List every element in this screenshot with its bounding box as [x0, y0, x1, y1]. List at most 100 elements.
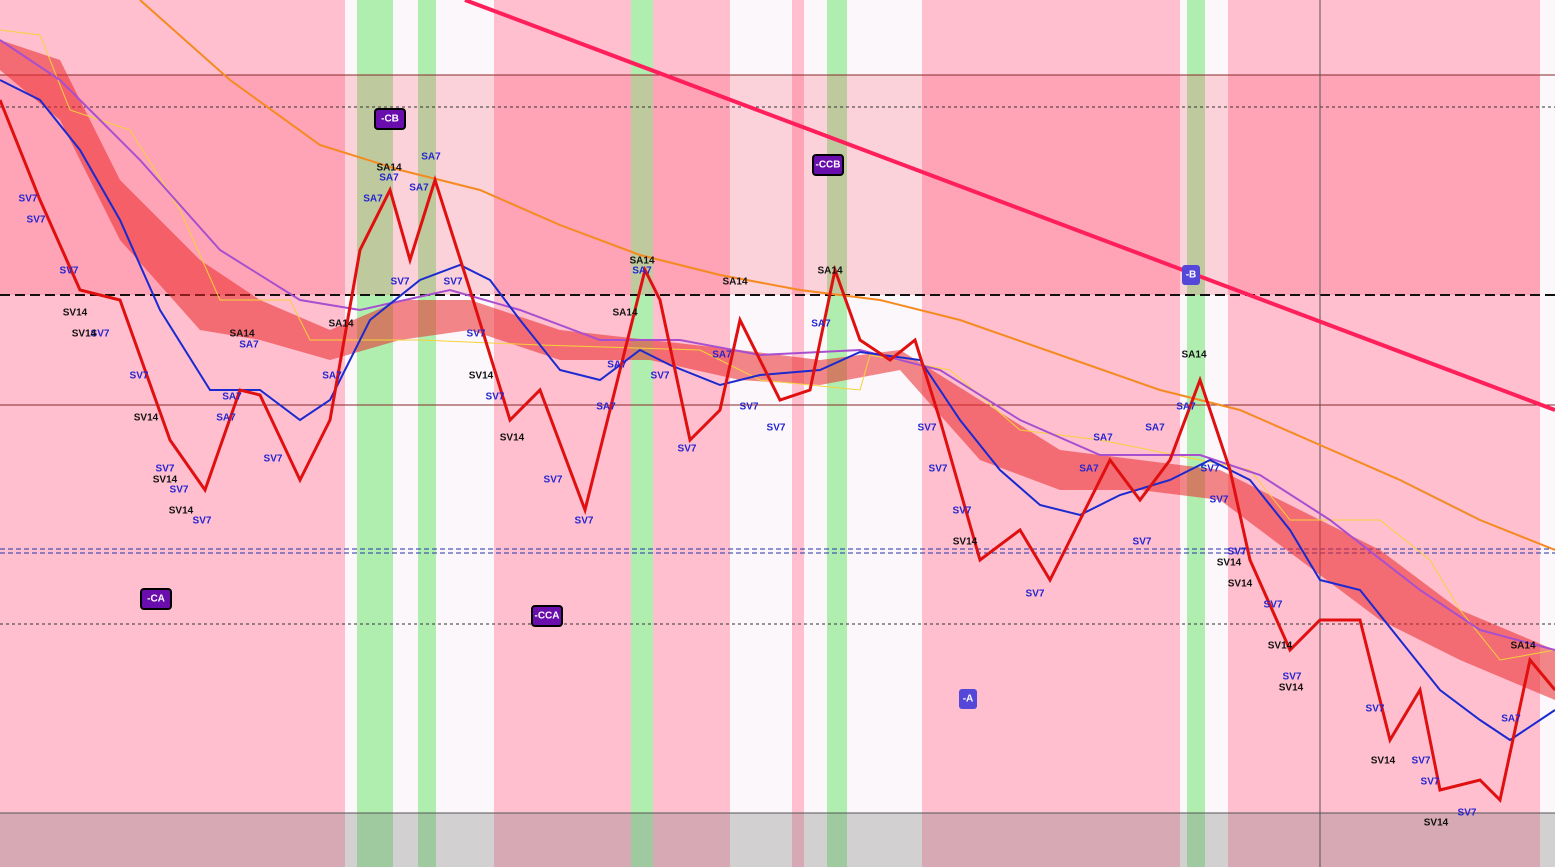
session-column: [0, 0, 345, 867]
bottom-zone: [0, 813, 1555, 867]
zone-box: [1182, 265, 1200, 285]
signal-label: SV7: [953, 506, 972, 517]
signal-label: SV14: [153, 475, 178, 486]
signal-label: SV7: [391, 277, 410, 288]
signal-label: SV7: [678, 444, 697, 455]
zone-box: [812, 154, 844, 176]
signal-label: SV14: [500, 433, 525, 444]
signal-label: SV14: [72, 329, 97, 340]
signal-label: SV14: [169, 506, 194, 517]
signal-label: SV7: [1421, 777, 1440, 788]
signal-label: SV7: [929, 464, 948, 475]
signal-label: SA14: [328, 319, 353, 330]
signal-label: SA7: [1176, 402, 1196, 413]
signal-label: SV14: [1217, 558, 1242, 569]
signal-label: SV14: [1268, 641, 1293, 652]
signal-label: SA14: [229, 329, 254, 340]
signal-label: SV7: [130, 371, 149, 382]
signal-label: SA7: [1079, 464, 1099, 475]
signal-label: SV14: [1371, 756, 1396, 767]
blue-ma: [0, 79, 1555, 742]
signal-label: SV7: [193, 516, 212, 527]
zone-label: -CCB: [816, 160, 841, 171]
signal-label: SV7: [544, 475, 563, 486]
signal-label: SA7: [1501, 714, 1521, 725]
signal-label: SV14: [1424, 818, 1449, 829]
signal-label: SV14: [134, 413, 159, 424]
signal-label: SV7: [264, 454, 283, 465]
signal-label: SA14: [376, 163, 401, 174]
zone-label: -CCA: [535, 611, 560, 622]
signal-label: SA7: [363, 194, 383, 205]
signal-label: SV7: [1264, 600, 1283, 611]
signal-label: SA7: [1145, 423, 1165, 434]
resistance-zone: [0, 75, 1540, 295]
signal-label: SV7: [19, 194, 38, 205]
signal-label: SV7: [156, 464, 175, 475]
signal-label: SV14: [469, 371, 494, 382]
signal-label: SV7: [1366, 704, 1385, 715]
signal-label: SA7: [607, 360, 627, 371]
orange-ma: [139, 0, 1555, 551]
signal-label: SA7: [322, 371, 342, 382]
trend-line: [464, 0, 1555, 412]
signal-label: SV7: [1458, 808, 1477, 819]
session-column: [1228, 0, 1540, 867]
zone-labels: -CB -CCB -B -CA -CCA -A: [140, 108, 1200, 709]
signal-label: SV7: [91, 329, 110, 340]
signal-label: SV7: [1283, 672, 1302, 683]
signal-label: SV7: [575, 516, 594, 527]
signal-label: SV7: [1412, 756, 1431, 767]
signal-label: SV7: [27, 215, 46, 226]
signal-label: SA7: [216, 413, 236, 424]
signal-label: SV7: [918, 423, 937, 434]
signal-label: SV14: [1279, 683, 1304, 694]
session-column: [792, 0, 804, 867]
signal-label: SV7: [444, 277, 463, 288]
signal-label: SV7: [1133, 537, 1152, 548]
signal-label: SV7: [467, 329, 486, 340]
signal-label: SA7: [421, 152, 441, 163]
session-column: [827, 0, 847, 867]
zone-box: [531, 605, 563, 627]
signal-label: SA14: [722, 277, 747, 288]
signal-label: SA14: [629, 256, 654, 267]
signal-label: SV14: [63, 308, 88, 319]
zone-box: [374, 108, 406, 130]
signal-label: SA7: [596, 402, 616, 413]
signal-label: SV7: [60, 266, 79, 277]
session-column: [653, 0, 730, 867]
signal-label: SV7: [767, 423, 786, 434]
zone-label: -CA: [147, 594, 165, 605]
signal-label: SV7: [170, 485, 189, 496]
signal-label: SA7: [811, 319, 831, 330]
zone-box: [140, 588, 172, 610]
zone-box: [959, 689, 977, 709]
signal-label: SV7: [1201, 464, 1220, 475]
signal-label: SV7: [1210, 495, 1229, 506]
session-column: [494, 0, 631, 867]
signal-label: SA7: [632, 266, 652, 277]
signal-label: SV7: [1228, 547, 1247, 558]
zone-label: -A: [963, 694, 974, 705]
signal-label: SV14: [953, 537, 978, 548]
session-column: [631, 0, 653, 867]
signal-label: SA14: [1181, 350, 1206, 361]
signal-label: SA14: [612, 308, 637, 319]
signal-label: SV7: [486, 392, 505, 403]
signal-label: SV7: [1026, 589, 1045, 600]
signal-label: SA7: [379, 173, 399, 184]
session-column: [1187, 0, 1205, 867]
cloud-band: [0, 40, 1555, 700]
signal-label: SV14: [1228, 579, 1253, 590]
signal-label: SA14: [817, 266, 842, 277]
signal-label: SA14: [1510, 641, 1535, 652]
zone-label: -B: [1186, 270, 1197, 281]
signal-label: SA7: [239, 340, 259, 351]
signal-label: SA7: [1093, 433, 1113, 444]
signal-label: SV7: [651, 371, 670, 382]
signal-label: SA7: [222, 392, 242, 403]
zone-label: -CB: [381, 114, 399, 125]
